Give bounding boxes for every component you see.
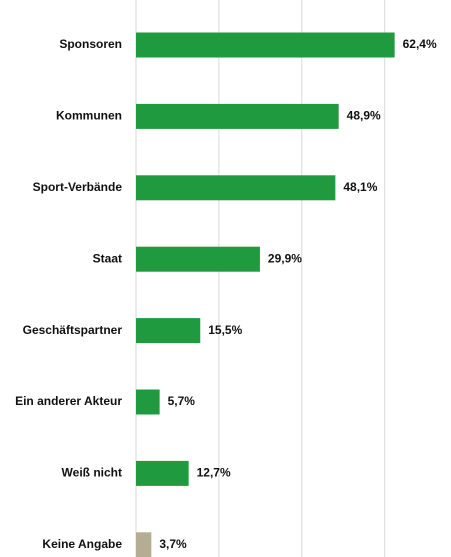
- category-label: Staat: [93, 251, 122, 265]
- value-label: 48,9%: [347, 109, 381, 123]
- value-label: 48,1%: [343, 180, 377, 194]
- bar: [136, 460, 189, 486]
- value-label: 29,9%: [268, 251, 302, 265]
- category-label: Sport-Verbände: [33, 180, 123, 194]
- value-label: 12,7%: [197, 466, 231, 480]
- bar: [136, 32, 395, 58]
- category-label: Sponsoren: [59, 37, 122, 51]
- bar: [136, 389, 160, 415]
- bar: [136, 175, 336, 201]
- category-label: Kommunen: [56, 109, 122, 123]
- value-label: 5,7%: [168, 394, 196, 408]
- category-label: Geschäftspartner: [23, 323, 123, 337]
- value-label: 62,4%: [403, 37, 437, 51]
- category-label: Ein anderer Akteur: [15, 394, 122, 408]
- bar: [136, 246, 260, 272]
- value-label: 3,7%: [159, 537, 187, 551]
- value-label: 15,5%: [208, 323, 242, 337]
- category-label: Weiß nicht: [62, 466, 122, 480]
- bar: [136, 318, 201, 344]
- category-label: Keine Angabe: [42, 537, 122, 551]
- bar: [136, 532, 152, 557]
- bar: [136, 103, 339, 129]
